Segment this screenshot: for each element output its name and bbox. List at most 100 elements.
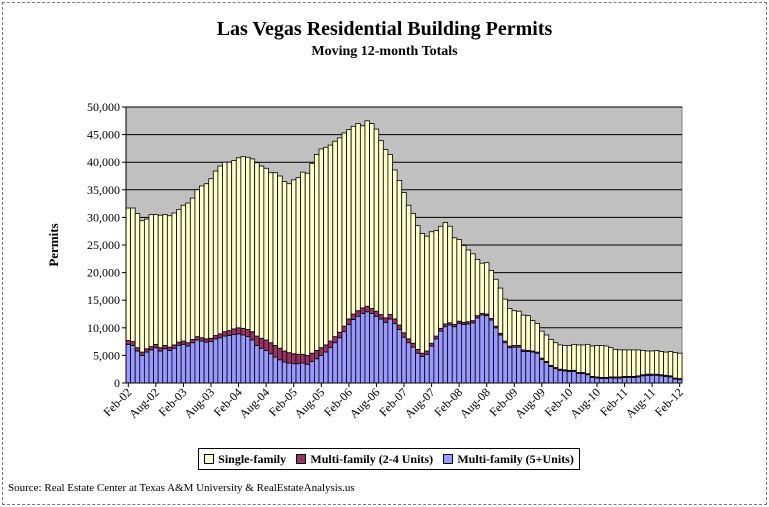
y-tick-label: 10,000	[87, 321, 120, 335]
x-tick-label: Aug-03	[181, 385, 217, 421]
bar-multi-5plus	[364, 311, 370, 384]
bar-multi-5plus	[571, 371, 577, 384]
bar-single-family	[254, 162, 260, 337]
bar-single-family	[589, 345, 596, 377]
bar-multi-5plus	[258, 347, 265, 384]
bar-single-family	[548, 338, 554, 366]
bar-multi-5plus	[134, 350, 141, 384]
bar-multi-2-4	[212, 335, 219, 340]
bar-multi-5plus	[194, 339, 200, 384]
bar-multi-2-4	[350, 313, 357, 320]
bar-multi-5plus	[153, 347, 159, 384]
bar-multi-2-4	[134, 347, 141, 352]
bar-multi-2-4	[424, 350, 430, 355]
bar-multi-5plus	[378, 318, 384, 384]
bar-multi-5plus	[644, 374, 651, 384]
bar-single-family	[424, 235, 430, 352]
bar-single-family	[203, 183, 210, 340]
bar-multi-5plus	[318, 354, 324, 384]
bar-single-family	[373, 128, 380, 312]
bar-multi-5plus	[552, 368, 559, 384]
bar-single-family	[621, 349, 628, 377]
bar-single-family	[346, 129, 352, 320]
bar-multi-5plus	[359, 313, 366, 384]
bar-multi-2-4	[286, 352, 292, 364]
bar-single-family	[667, 351, 674, 377]
bar-multi-2-4	[272, 345, 279, 358]
bar-multi-5plus	[640, 375, 646, 384]
legend-label-multi-2-4: Multi-family (2-4 Units)	[310, 451, 434, 466]
bar-single-family	[231, 160, 237, 330]
bar-multi-5plus	[447, 324, 453, 384]
bar-multi-2-4	[240, 327, 246, 336]
bar-multi-5plus	[268, 353, 274, 384]
bar-multi-2-4	[249, 331, 256, 341]
bar-single-family	[497, 287, 504, 334]
bar-single-family	[222, 161, 228, 333]
bar-multi-2-4	[277, 347, 283, 361]
bar-single-family	[194, 189, 200, 338]
bar-multi-2-4	[281, 350, 288, 363]
bar-multi-5plus	[658, 375, 665, 384]
bar-multi-2-4	[415, 348, 421, 354]
bar-multi-5plus	[612, 377, 619, 384]
bar-multi-5plus	[396, 329, 403, 384]
bar-multi-5plus	[511, 346, 517, 384]
bar-multi-5plus	[143, 351, 150, 384]
bar-multi-2-4	[180, 340, 187, 345]
bar-single-family	[575, 344, 582, 373]
bar-single-family	[382, 149, 389, 319]
y-tick-label: 5,000	[93, 348, 120, 362]
bar-multi-2-4	[189, 338, 196, 344]
bar-multi-2-4	[157, 347, 164, 352]
bar-single-family	[626, 349, 632, 377]
bar-multi-5plus	[520, 351, 527, 384]
bar-single-family	[479, 262, 485, 314]
bar-multi-2-4	[226, 330, 233, 336]
bar-multi-5plus	[424, 353, 430, 384]
bar-single-family	[291, 179, 297, 355]
bar-single-family	[649, 350, 655, 375]
bar-single-family	[534, 322, 540, 353]
bar-multi-2-4	[300, 353, 306, 364]
bar-multi-5plus	[405, 342, 412, 384]
bar-multi-2-4	[245, 329, 251, 338]
bar-single-family	[502, 298, 508, 342]
bar-multi-2-4	[153, 343, 159, 349]
bar-multi-2-4	[410, 342, 416, 348]
bar-multi-5plus	[631, 377, 637, 384]
bar-multi-2-4	[199, 337, 205, 342]
bar-single-family	[295, 177, 302, 355]
bar-single-family	[644, 350, 651, 375]
bar-single-family	[341, 132, 347, 327]
bar-single-family	[617, 349, 623, 378]
bar-multi-5plus	[461, 324, 467, 384]
bar-multi-5plus	[626, 377, 632, 384]
bar-multi-5plus	[415, 352, 421, 384]
y-tick-label: 45,000	[87, 128, 120, 142]
bar-multi-5plus	[176, 345, 182, 384]
x-tick-label: Aug-10	[567, 385, 603, 421]
bar-single-family	[672, 352, 678, 379]
chart-title: Las Vegas Residential Building Permits	[216, 18, 553, 40]
bar-multi-5plus	[470, 322, 476, 384]
bar-single-family	[654, 350, 660, 375]
bar-multi-5plus	[212, 338, 219, 384]
bar-multi-5plus	[608, 377, 614, 384]
bar-single-family	[566, 345, 573, 371]
bar-multi-5plus	[663, 375, 669, 384]
bar-multi-2-4	[336, 331, 343, 339]
bar-single-family	[134, 213, 141, 349]
bar-single-family	[488, 269, 495, 319]
bar-multi-5plus	[157, 350, 164, 384]
bar-single-family	[580, 344, 586, 373]
bar-single-family	[410, 213, 416, 344]
bar-single-family	[245, 156, 251, 330]
bar-multi-5plus	[309, 361, 315, 384]
bar-multi-5plus	[525, 351, 531, 384]
bar-multi-5plus	[465, 323, 472, 384]
bar-multi-2-4	[162, 345, 168, 350]
bar-single-family	[603, 345, 609, 378]
bar-single-family	[148, 214, 154, 347]
bar-single-family	[300, 171, 306, 355]
